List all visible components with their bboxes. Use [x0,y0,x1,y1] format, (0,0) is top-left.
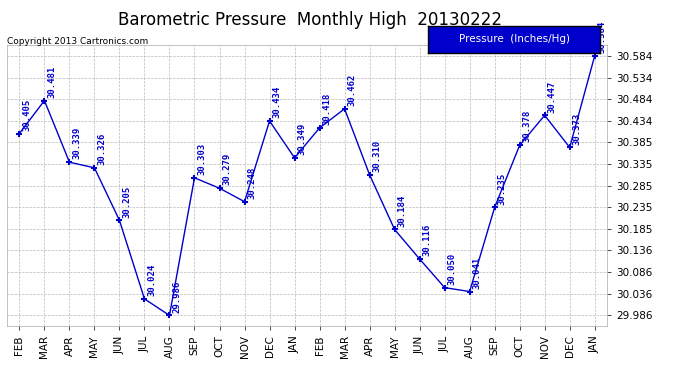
Text: 30.584: 30.584 [598,21,607,53]
Text: 30.447: 30.447 [547,80,556,112]
Text: 30.310: 30.310 [373,140,382,172]
Text: 29.986: 29.986 [172,280,181,313]
Text: Copyright 2013 Cartronics.com: Copyright 2013 Cartronics.com [7,38,148,46]
Text: Pressure  (Inches/Hg): Pressure (Inches/Hg) [459,34,569,44]
Text: 30.248: 30.248 [247,166,256,199]
Text: 30.116: 30.116 [422,224,431,256]
Text: 30.349: 30.349 [297,123,306,155]
Text: 30.024: 30.024 [147,264,156,296]
Text: 30.378: 30.378 [522,110,531,142]
Text: 30.418: 30.418 [322,93,331,125]
Text: 30.303: 30.303 [197,143,206,175]
Text: Barometric Pressure  Monthly High  20130222: Barometric Pressure Monthly High 2013022… [119,11,502,29]
Text: 30.205: 30.205 [122,185,131,218]
Text: 30.462: 30.462 [347,74,356,106]
Text: 30.235: 30.235 [497,172,506,204]
Text: 30.050: 30.050 [447,253,456,285]
Text: 30.339: 30.339 [72,127,81,159]
Text: 30.041: 30.041 [473,256,482,289]
Text: 30.279: 30.279 [222,153,231,186]
Text: 30.326: 30.326 [97,133,106,165]
Text: 30.481: 30.481 [47,66,56,98]
Text: 30.434: 30.434 [273,86,282,118]
Text: 30.184: 30.184 [397,194,406,226]
Text: 30.405: 30.405 [22,99,31,131]
Text: 30.373: 30.373 [573,112,582,145]
